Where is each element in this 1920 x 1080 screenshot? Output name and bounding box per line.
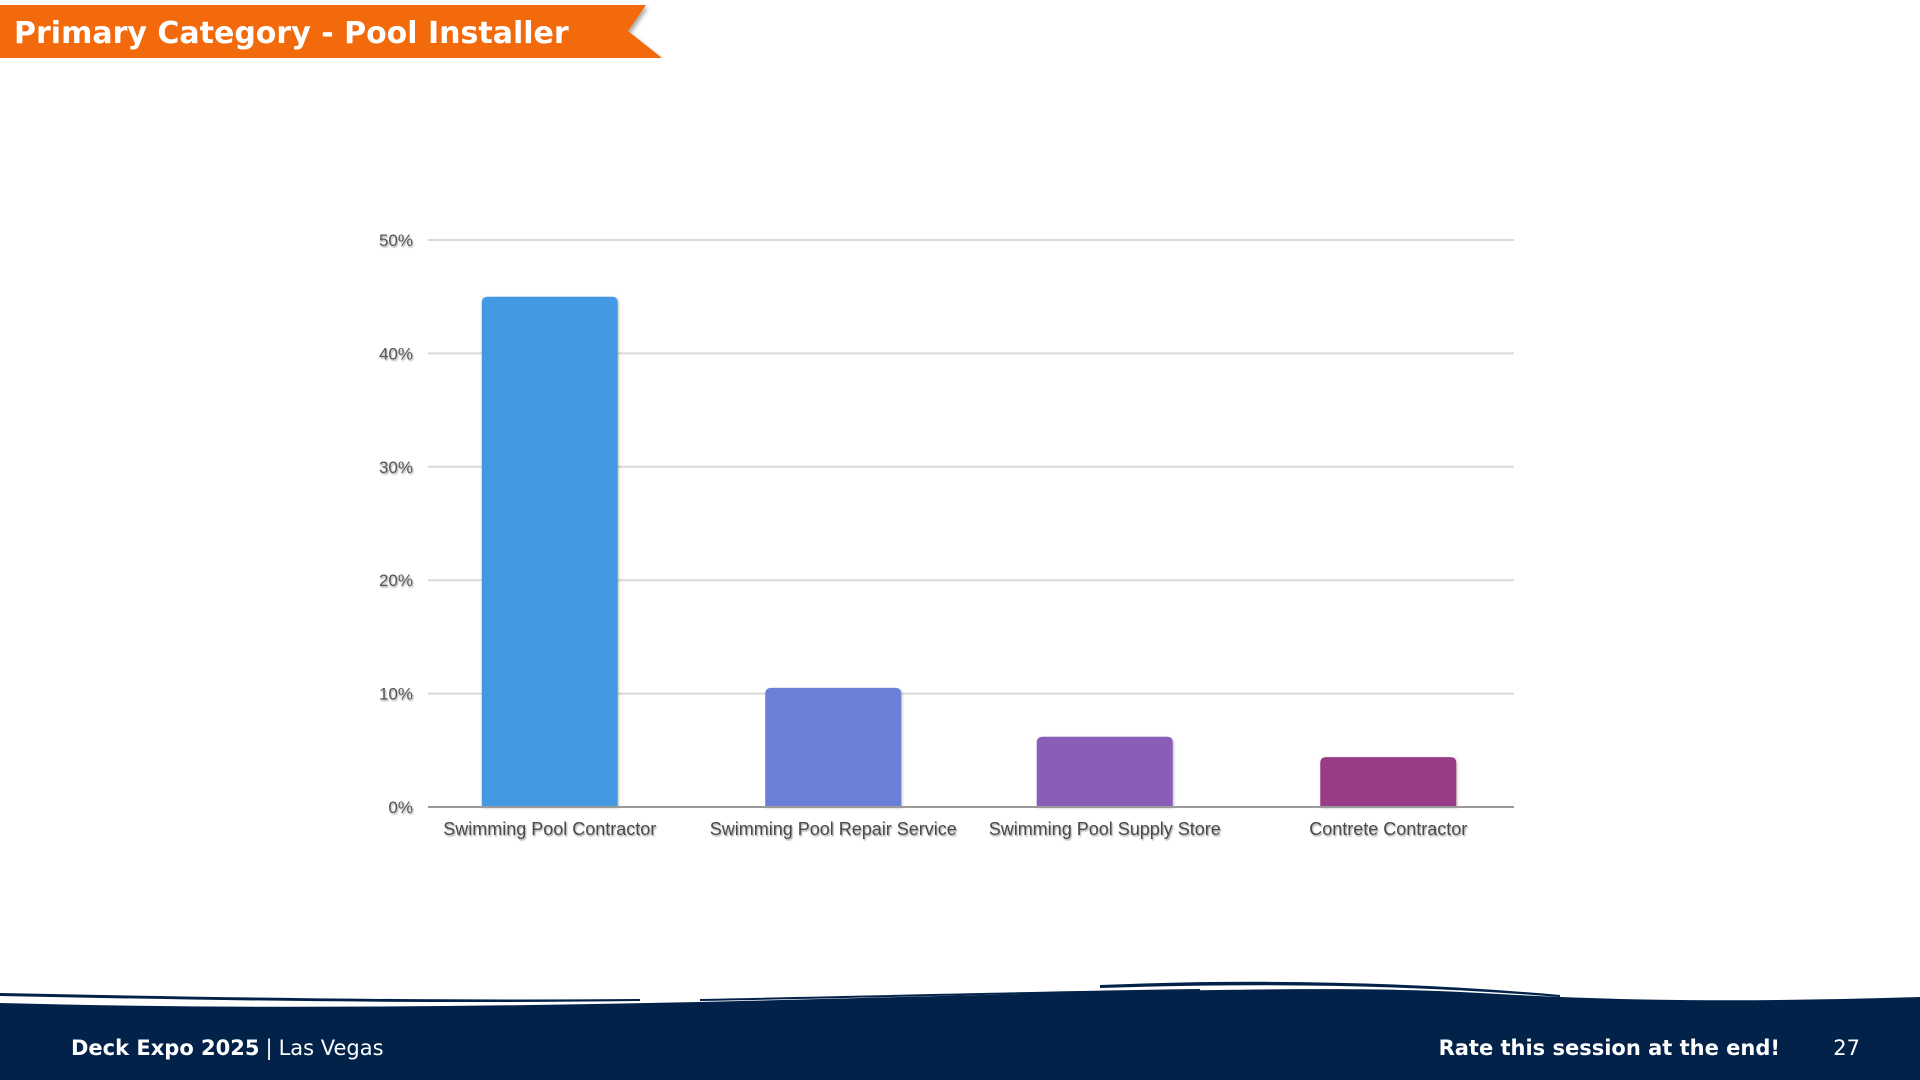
bar [1036, 736, 1173, 807]
footer: Deck Expo 2025 | Las Vegas Rate this sessi… [0, 975, 1920, 1080]
y-tick-label: 50% [379, 231, 413, 250]
x-tick-label: Swimming Pool Contractor [443, 819, 656, 839]
x-tick-label: Swimming Pool Supply Store [989, 819, 1221, 839]
y-tick-label: 30% [379, 458, 413, 477]
footer-event-info: Deck Expo 2025 | Las Vegas [71, 1036, 384, 1060]
bar [481, 296, 618, 807]
y-tick-label: 0% [388, 798, 413, 817]
x-tick-label: Swimming Pool Repair Service [710, 819, 957, 839]
footer-event-name: Deck Expo 2025 [71, 1036, 260, 1060]
y-axis-tick-labels: 0% 10% 20% 30% 40% 50% [379, 231, 413, 817]
footer-separator: | [265, 1036, 273, 1060]
x-axis-category-labels: Swimming Pool Contractor Swimming Pool Re… [443, 819, 1467, 839]
footer-rate-session: Rate this session at the end! [1438, 1036, 1780, 1060]
bar [1320, 757, 1457, 807]
y-tick-label: 10% [379, 685, 413, 704]
title-banner: Primary Category - Pool Installer [0, 5, 662, 58]
x-tick-label: Contrete Contractor [1309, 819, 1467, 839]
page-number: 27 [1833, 1036, 1860, 1060]
footer-wave [0, 981, 1920, 1080]
footer-location: Las Vegas [278, 1036, 384, 1060]
slide-title: Primary Category - Pool Installer [14, 16, 569, 51]
bars [481, 296, 1457, 807]
y-tick-label: 20% [379, 571, 413, 590]
bar [765, 687, 902, 807]
y-tick-label: 40% [379, 344, 413, 363]
title-banner-shape [0, 5, 662, 58]
